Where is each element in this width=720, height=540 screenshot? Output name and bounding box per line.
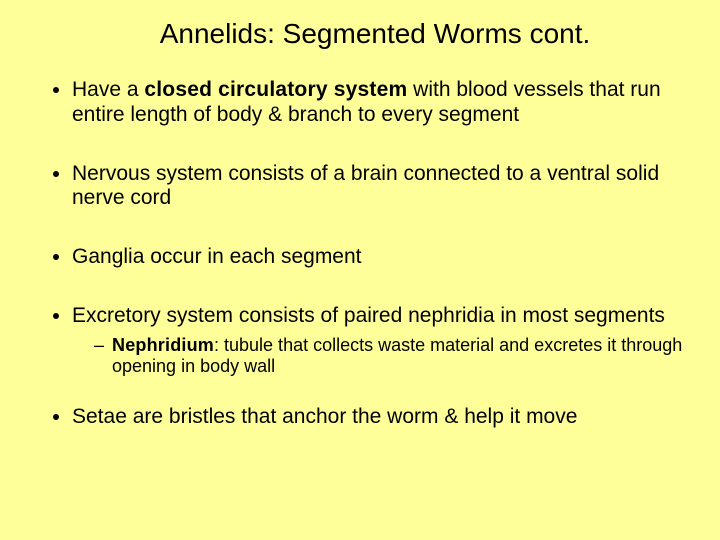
bullet-item-2: Nervous system consists of a brain conne…	[72, 162, 690, 212]
sub-bullet-list: Nephridium: tubule that collects waste m…	[72, 335, 690, 377]
sub-bullet-item: Nephridium: tubule that collects waste m…	[94, 335, 690, 377]
bullet-item-4: Excretory system consists of paired neph…	[72, 304, 690, 329]
bullet-item-1: Have a closed circulatory system with bl…	[72, 78, 690, 128]
sub-bullet-bold: Nephridium	[112, 335, 214, 355]
slide-title: Annelids: Segmented Worms cont.	[30, 18, 690, 50]
bullet-1-bold: closed circulatory system	[144, 78, 407, 101]
bullet-1-pre: Have a	[72, 78, 144, 101]
bullet-list: Have a closed circulatory system with bl…	[30, 78, 690, 430]
slide: Annelids: Segmented Worms cont. Have a c…	[0, 0, 720, 540]
bullet-item-5: Setae are bristles that anchor the worm …	[72, 405, 690, 430]
bullet-item-3: Ganglia occur in each segment	[72, 245, 690, 270]
